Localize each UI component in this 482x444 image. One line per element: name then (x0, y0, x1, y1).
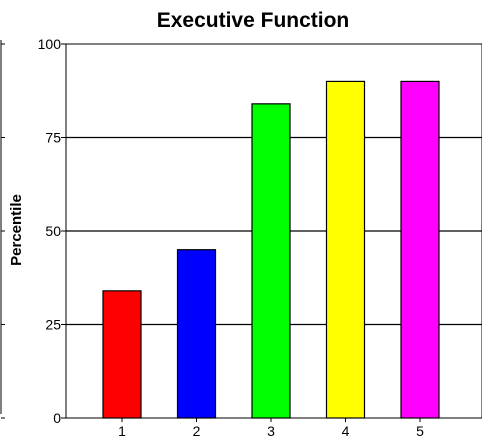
y-tick-label: 75 (45, 130, 61, 146)
bar-5 (400, 80, 440, 419)
bar-4 (325, 80, 366, 419)
bar-3 (251, 103, 291, 419)
left-edge-ticks (1, 43, 5, 419)
y-tick-label: 25 (45, 317, 61, 333)
chart-title: Executive Function (157, 9, 350, 32)
x-tick-label: 4 (342, 423, 350, 439)
x-tick-label: 3 (267, 423, 275, 439)
x-tick-label: 1 (118, 423, 126, 439)
y-axis-label: Percentile (8, 194, 25, 266)
y-tick-label: 100 (38, 36, 62, 52)
bars (102, 80, 440, 419)
y-ticks: 0 25 50 75 100 (38, 36, 66, 426)
bar-1 (102, 290, 142, 419)
x-tick-label: 2 (193, 423, 201, 439)
x-ticks: 1 2 3 4 5 (118, 418, 424, 439)
x-tick-label: 5 (416, 423, 424, 439)
bar-2 (176, 249, 217, 419)
y-tick-label: 0 (53, 410, 61, 426)
y-tick-label: 50 (45, 223, 61, 239)
